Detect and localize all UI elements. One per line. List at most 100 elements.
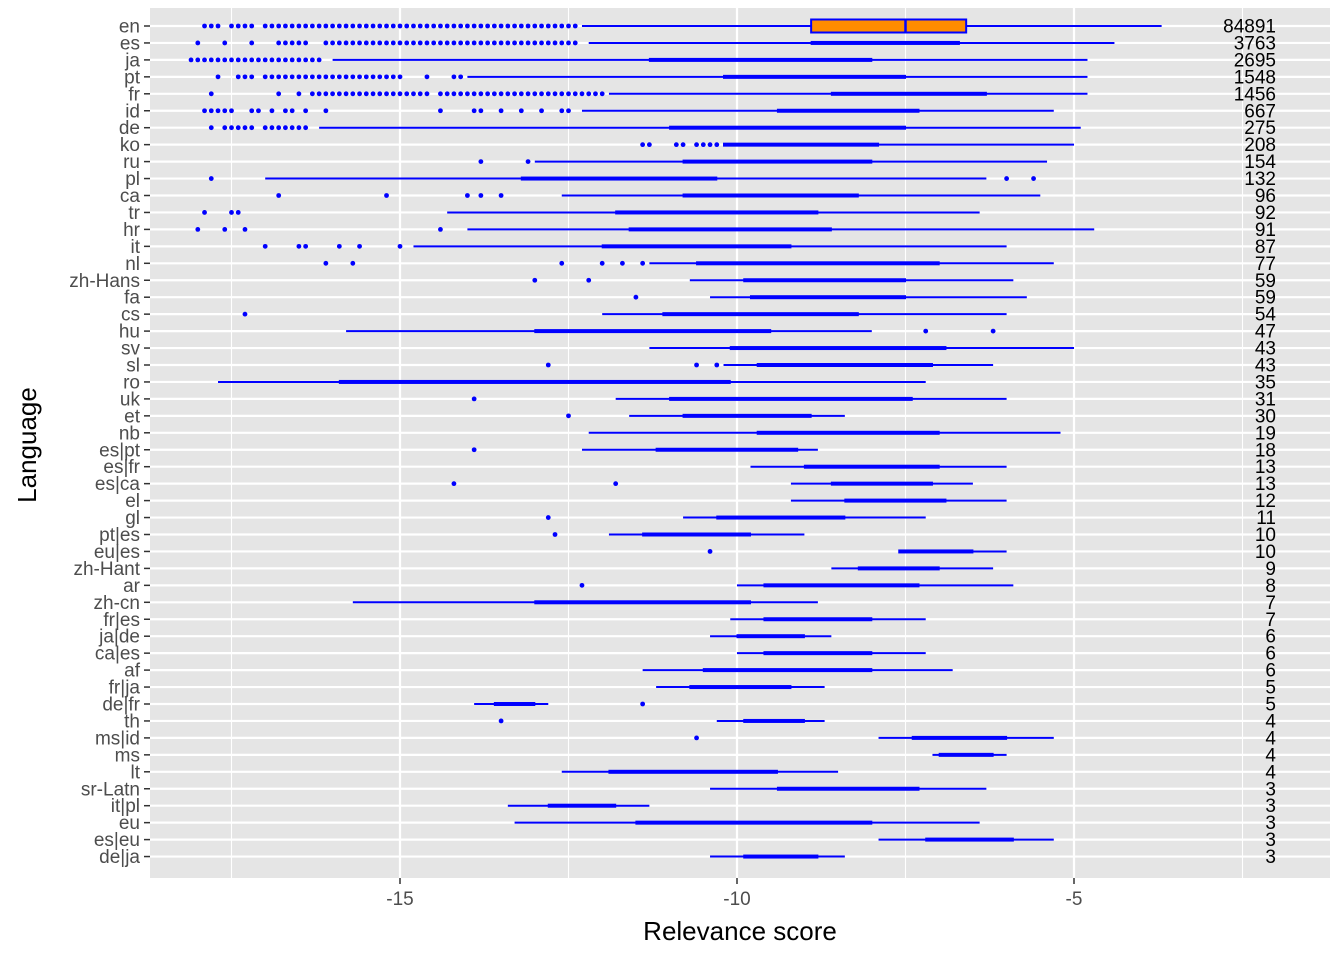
outlier-point — [350, 40, 356, 46]
count-label: 6 — [1265, 627, 1276, 648]
outlier-point — [478, 108, 484, 114]
box — [810, 18, 968, 34]
outlier-point — [438, 23, 443, 29]
outlier-point — [572, 23, 578, 29]
count-label: 35 — [1255, 372, 1276, 393]
box — [520, 176, 718, 181]
outlier-point — [707, 142, 713, 148]
box — [662, 312, 859, 317]
outlier-point — [579, 582, 585, 588]
outlier-point — [296, 91, 302, 97]
box — [756, 363, 933, 367]
outlier-point — [566, 91, 571, 97]
outlier-point — [518, 40, 524, 46]
outlier-point — [323, 23, 329, 29]
outlier-point — [545, 515, 551, 520]
outlier-point — [532, 277, 538, 283]
outlier-point — [363, 74, 369, 80]
outlier-point — [471, 40, 477, 46]
box — [655, 447, 799, 452]
outlier-point — [593, 91, 598, 97]
outlier-point — [512, 40, 517, 46]
outlier-point — [620, 260, 625, 266]
count-label: 92 — [1255, 203, 1276, 224]
y-tick-label: ja|de — [98, 627, 140, 648]
outlier-point — [491, 91, 497, 97]
outlier-point — [471, 396, 477, 402]
count-label: 667 — [1244, 101, 1276, 122]
y-tick-label: de — [119, 118, 140, 139]
y-tick-label: eu — [119, 813, 140, 834]
y-tick-labels: enesjaptfriddekoruplcatrhritnlzh-Hansfac… — [69, 17, 150, 868]
outlier-point — [242, 57, 248, 63]
outlier-point — [491, 23, 497, 29]
box — [925, 837, 1014, 842]
outlier-point — [242, 227, 248, 232]
count-label: 84891 — [1223, 17, 1276, 38]
y-tick-label: ms|id — [95, 728, 140, 749]
outlier-point — [397, 91, 403, 97]
outlier-point — [283, 23, 288, 29]
outlier-point — [208, 125, 214, 131]
outlier-point — [309, 74, 315, 80]
outlier-point — [431, 23, 437, 29]
outlier-point — [633, 294, 639, 300]
y-tick-label: es|pt — [99, 440, 141, 461]
outlier-point — [249, 125, 255, 131]
outlier-point — [269, 74, 275, 80]
outlier-point — [478, 23, 484, 29]
outlier-point — [525, 91, 531, 97]
x-tick-label: -15 — [386, 889, 413, 910]
outlier-point — [235, 125, 241, 131]
count-label: 4 — [1265, 728, 1276, 749]
outlier-point — [188, 57, 194, 63]
outlier-point — [512, 91, 517, 97]
count-label: 6 — [1265, 661, 1276, 682]
y-tick-label: pt — [124, 67, 141, 88]
outlier-point — [498, 23, 504, 29]
outlier-point — [229, 210, 234, 215]
y-tick-label: de|ja — [99, 847, 140, 868]
outlier-point — [404, 91, 410, 97]
outlier-point — [357, 40, 362, 46]
outlier-point — [202, 23, 207, 29]
y-tick-label: ca|es — [95, 644, 140, 665]
outlier-point — [491, 40, 497, 46]
outlier-point — [363, 23, 369, 29]
outlier-point — [505, 40, 511, 46]
count-label: 87 — [1255, 237, 1276, 258]
outlier-point — [465, 91, 470, 97]
y-tick-label: ro — [123, 372, 140, 393]
y-tick-label: it|pl — [111, 796, 140, 817]
outlier-point — [303, 125, 309, 131]
count-label: 11 — [1256, 508, 1276, 529]
outlier-point — [262, 125, 268, 131]
outlier-point — [363, 40, 369, 46]
outlier-point — [424, 23, 430, 29]
outlier-point — [215, 108, 221, 114]
count-label: 91 — [1255, 220, 1276, 241]
y-tick-label: eu|es — [94, 542, 140, 563]
outlier-point — [465, 23, 470, 29]
outlier-point — [518, 23, 524, 29]
outlier-point — [465, 193, 470, 198]
outlier-point — [269, 57, 275, 63]
outlier-point — [316, 91, 322, 97]
outlier-point — [242, 74, 248, 80]
outlier-point — [222, 40, 228, 46]
outlier-point — [229, 23, 234, 29]
count-label: 13 — [1255, 457, 1276, 478]
outlier-point — [316, 74, 322, 80]
outlier-point — [417, 91, 423, 97]
y-tick-label: fr|ja — [109, 678, 141, 699]
outlier-point — [471, 108, 477, 114]
outlier-point — [350, 23, 356, 29]
outlier-point — [451, 91, 457, 97]
outlier-point — [646, 142, 652, 148]
outlier-point — [498, 718, 504, 724]
outlier-point — [384, 23, 389, 29]
outlier-point — [498, 108, 504, 114]
outlier-point — [471, 91, 477, 97]
outlier-point — [485, 40, 491, 46]
outlier-point — [451, 40, 457, 46]
